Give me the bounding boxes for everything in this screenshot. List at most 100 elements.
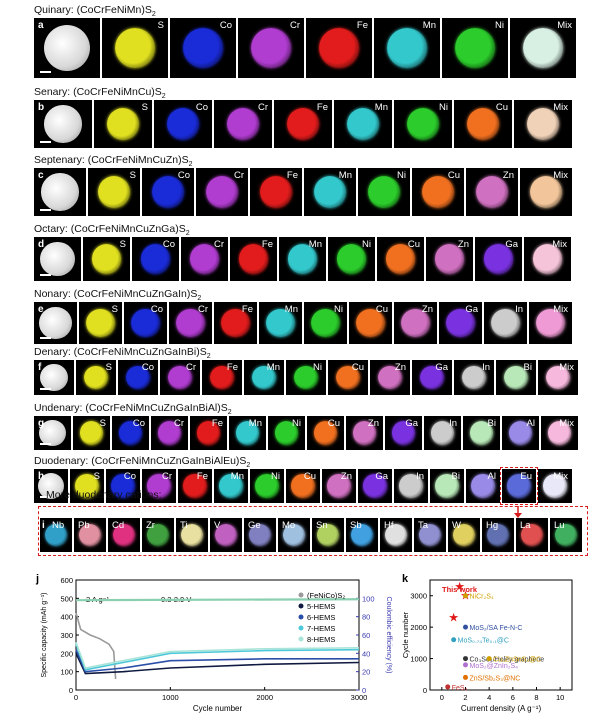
legend-marker bbox=[298, 592, 304, 598]
scale-bar bbox=[40, 274, 51, 276]
element-distribution-blob bbox=[487, 524, 509, 546]
element-label: Ga bbox=[435, 362, 448, 373]
element-label: Ti bbox=[180, 520, 188, 531]
element-label: Mix bbox=[553, 304, 568, 315]
element-map-tile: Fe bbox=[230, 237, 277, 281]
composition-formula: Quinary: (CoCrFeNiMn)S bbox=[34, 4, 152, 16]
element-distribution-blob bbox=[79, 524, 101, 546]
composition-title: Nonary: (CoCrFeNiMnCuZnGaIn)S2 bbox=[34, 288, 201, 302]
element-map-tile: In bbox=[424, 416, 461, 450]
mapping-strip: g S Co Cr Fe Mn Ni Cu Zn Ga In Bi Al Mix bbox=[34, 416, 578, 450]
element-map-tile: Bi bbox=[430, 469, 464, 503]
series-line bbox=[75, 598, 360, 602]
element-map-tile: W bbox=[448, 518, 480, 552]
element-distribution-blob bbox=[327, 474, 351, 498]
element-map-tile: Ti bbox=[176, 518, 208, 552]
element-label: Cr bbox=[173, 418, 184, 429]
element-map-tile: S bbox=[88, 168, 140, 216]
panel-letter: a bbox=[38, 20, 44, 31]
element-map-tile: Cu bbox=[454, 100, 512, 148]
element-label: Cr bbox=[257, 102, 268, 113]
element-label: Co bbox=[177, 170, 190, 181]
element-label: Cr bbox=[213, 239, 224, 250]
element-label: Mn bbox=[266, 362, 280, 373]
element-distribution-blob bbox=[176, 308, 205, 338]
legend-marker bbox=[298, 614, 304, 620]
element-label: Fe bbox=[241, 304, 253, 315]
element-distribution-blob bbox=[166, 107, 200, 141]
element-distribution-blob bbox=[181, 524, 203, 546]
legend-label: 7-HEMS bbox=[307, 624, 335, 633]
element-label: Mn bbox=[422, 20, 436, 31]
composition-title: Undenary: (CoCrFeNiMnCuZnGaInBiAl)S2 bbox=[34, 402, 232, 416]
scale-bar bbox=[40, 496, 51, 498]
more-cations-title: More duodenary cations: bbox=[46, 489, 162, 501]
element-distribution-blob bbox=[507, 474, 531, 498]
panel-letter: g bbox=[38, 418, 45, 429]
element-label: Hg bbox=[486, 520, 499, 531]
mix-map-tile: Mix bbox=[538, 469, 572, 503]
composition-subscript: 2 bbox=[246, 462, 251, 470]
element-map-tile: Mo bbox=[278, 518, 310, 552]
element-distribution-blob bbox=[147, 524, 169, 546]
element-label: Cu bbox=[375, 304, 388, 315]
element-label: Mn bbox=[284, 304, 298, 315]
element-distribution-blob bbox=[45, 524, 67, 546]
element-label: Mix bbox=[559, 362, 574, 373]
panel-letter: j bbox=[35, 573, 39, 585]
element-label: Zn bbox=[457, 239, 469, 250]
composition-formula: Septenary: (CoCrFeNiMnCuZn)S bbox=[34, 154, 189, 166]
mix-map-tile: Mix bbox=[510, 18, 576, 78]
element-map-tile: Mn bbox=[304, 168, 356, 216]
element-distribution-blob bbox=[219, 474, 243, 498]
element-label: Ga bbox=[375, 471, 388, 482]
element-map-tile: S bbox=[79, 302, 122, 344]
element-label: Ni bbox=[397, 170, 406, 181]
element-map-tile: Mn bbox=[279, 237, 326, 281]
element-distribution-blob bbox=[238, 244, 269, 274]
element-label: Zn bbox=[421, 304, 433, 315]
element-distribution-blob bbox=[291, 474, 315, 498]
element-map-tile: Ni bbox=[358, 168, 410, 216]
series-line bbox=[75, 649, 359, 673]
literature-label: MoS₂/SA Fe-N-C bbox=[470, 625, 523, 632]
composition-title: Duodenary: (CoCrFeNiMnCuZnGaInBiAlEu)S2 bbox=[34, 455, 250, 469]
mapping-strip: h S Co Cr Fe Mn Ni Cu Zn Ga In Bi Al Eu Mix bbox=[34, 469, 572, 503]
element-distribution-blob bbox=[183, 474, 207, 498]
this-work-star-marker: ★ bbox=[448, 611, 459, 625]
element-map-tile: Cr bbox=[169, 302, 212, 344]
element-label: La bbox=[520, 520, 531, 531]
element-map-tile: Cr bbox=[181, 237, 228, 281]
panel-letter: c bbox=[38, 170, 44, 181]
element-map-tile: Cu bbox=[349, 302, 392, 344]
x-axis-label: Cycle number bbox=[193, 704, 243, 713]
element-map-tile: Hf bbox=[380, 518, 412, 552]
element-label: In bbox=[416, 471, 424, 482]
composition-subscript: 2 bbox=[151, 11, 156, 19]
composition-title: Septenary: (CoCrFeNiMnCuZn)S2 bbox=[34, 154, 193, 168]
element-distribution-blob bbox=[91, 244, 122, 274]
element-map-tile: Zn bbox=[394, 302, 437, 344]
element-label: W bbox=[452, 520, 461, 531]
y-tick-label: 0 bbox=[69, 686, 73, 695]
element-distribution-blob bbox=[317, 524, 339, 546]
element-distribution-blob bbox=[249, 524, 271, 546]
element-distribution-blob bbox=[386, 27, 428, 69]
panel-letter: k bbox=[402, 573, 409, 585]
element-map-tile: Zn bbox=[370, 360, 410, 395]
particle-image bbox=[44, 105, 82, 143]
element-label: Cr bbox=[233, 170, 244, 181]
element-distribution-blob bbox=[196, 421, 221, 445]
literature-point bbox=[463, 593, 468, 599]
scale-bar bbox=[40, 209, 51, 211]
particle-image bbox=[43, 24, 91, 72]
literature-point bbox=[463, 624, 468, 630]
element-map-tile: S bbox=[94, 100, 152, 148]
element-map-tile: Cu bbox=[377, 237, 424, 281]
down-arrow-icon bbox=[514, 505, 522, 523]
element-distribution-blob bbox=[255, 474, 279, 498]
element-label: Fe bbox=[316, 102, 328, 113]
element-label: Zn bbox=[367, 418, 379, 429]
element-label: In bbox=[482, 362, 490, 373]
element-distribution-blob bbox=[283, 524, 305, 546]
